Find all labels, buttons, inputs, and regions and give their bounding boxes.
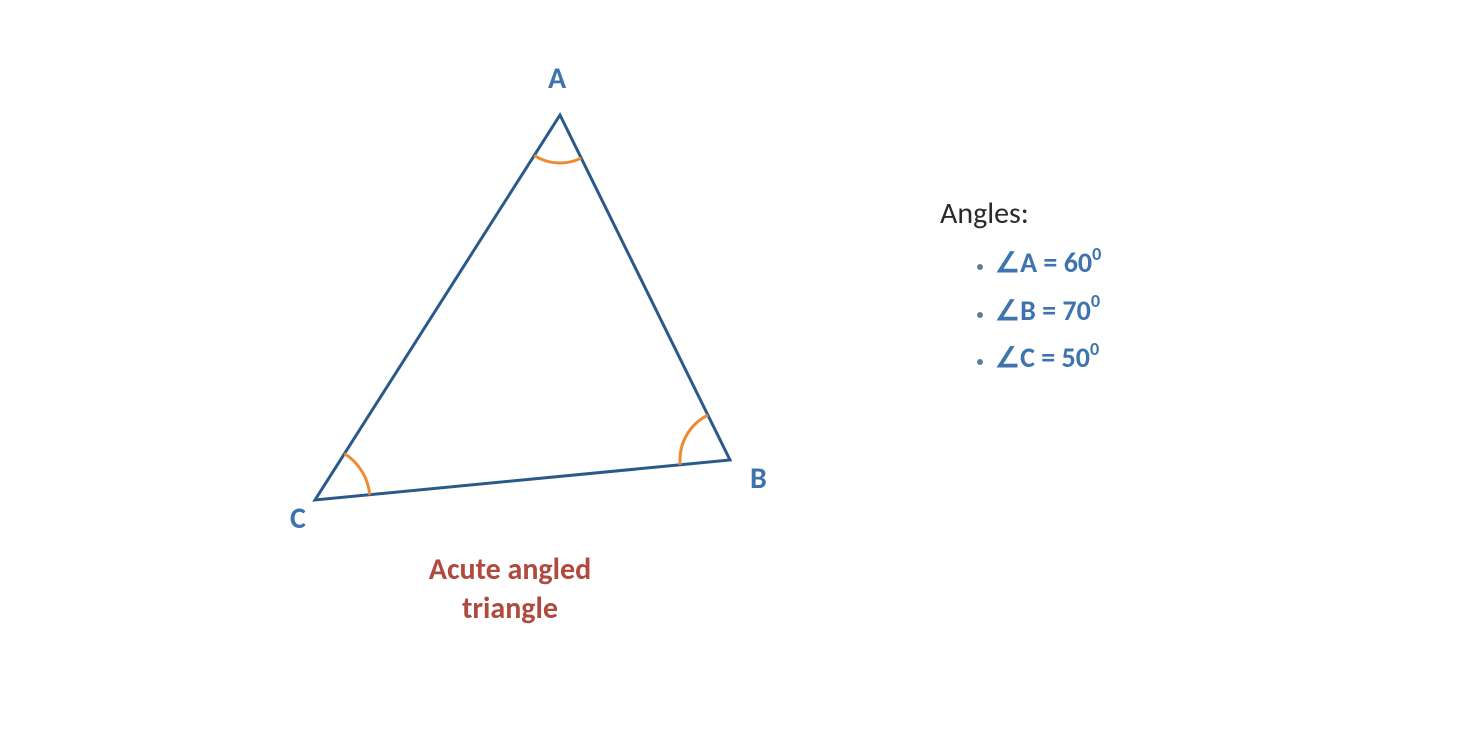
- caption-line2: triangle: [462, 590, 558, 627]
- angle-a-text: ∠A = 600: [995, 245, 1101, 280]
- triangle-diagram: [0, 0, 1480, 748]
- angles-heading: Angles:: [940, 195, 1029, 232]
- vertex-label-c: C: [290, 500, 306, 537]
- vertex-label-a: A: [548, 60, 566, 97]
- angle-c-text: ∠C = 500: [995, 340, 1099, 375]
- angle-item-c: ∠C = 500: [995, 340, 1101, 375]
- angle-b-text: ∠B = 700: [995, 293, 1100, 328]
- caption-line1: Acute angled: [429, 551, 591, 588]
- angle-item-a: ∠A = 600: [995, 245, 1101, 280]
- angle-item-b: ∠B = 700: [995, 292, 1101, 327]
- vertex-label-b: B: [750, 460, 767, 497]
- angles-list: ∠A = 600 ∠B = 700 ∠C = 500: [940, 245, 1101, 387]
- diagram-caption: Acute angled triangle: [380, 550, 640, 628]
